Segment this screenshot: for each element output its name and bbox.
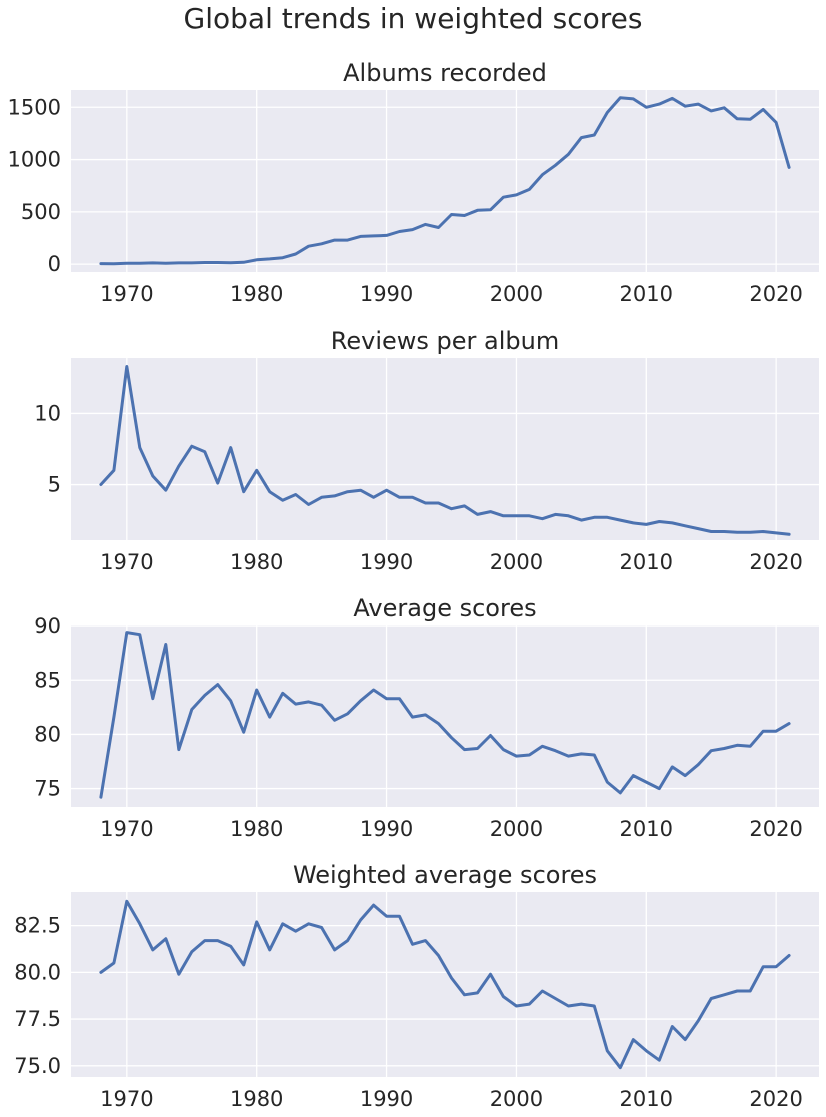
chart-panels: Albums recorded 1970 1980 1990 2000 2010 2020 0… (8, 59, 819, 1111)
y-tick-label: 1000 (8, 148, 61, 172)
chart-panel: Average scores 1970 1980 1990 2000 2010 2020 75… (34, 594, 819, 841)
x-tick-label: 1980 (230, 817, 283, 841)
panel-title: Weighted average scores (293, 861, 597, 889)
y-tick-label: 82.5 (14, 914, 61, 938)
x-tick-label: 1980 (230, 282, 283, 306)
series-line (99, 365, 791, 536)
x-tick-label: 1970 (100, 282, 153, 306)
x-tick-label: 2000 (490, 817, 543, 841)
plot-area (71, 625, 819, 807)
y-tick-label: 80.0 (14, 960, 61, 984)
y-tick-label: 75 (34, 777, 61, 801)
x-tick-label: 1980 (230, 1087, 283, 1111)
y-tick-label: 80 (34, 722, 61, 746)
panel-title: Albums recorded (343, 59, 547, 87)
chart-panel: Weighted average scores 1970 1980 1990 2000 2… (14, 861, 819, 1111)
plot-area (71, 90, 819, 272)
plot-area (71, 892, 819, 1077)
y-tick-label: 90 (34, 614, 61, 638)
series-line (99, 631, 791, 799)
chart-panel: Albums recorded 1970 1980 1990 2000 2010 2020 0… (8, 59, 819, 306)
y-tick-label: 500 (21, 200, 61, 224)
x-tick-label: 2010 (620, 550, 673, 574)
x-tick-label: 2010 (620, 282, 673, 306)
y-tick-label: 1500 (8, 95, 61, 119)
series-line (99, 899, 791, 1070)
y-tick-label: 75.0 (14, 1054, 61, 1078)
panel-title: Average scores (353, 594, 536, 622)
y-tick-label: 85 (34, 668, 61, 692)
x-tick-label: 1970 (100, 817, 153, 841)
x-tick-label: 2010 (620, 1087, 673, 1111)
x-tick-label: 2020 (749, 282, 802, 306)
x-tick-label: 1990 (360, 1087, 413, 1111)
y-tick-label: 5 (48, 473, 61, 497)
figure-title: Global trends in weighted scores (184, 2, 643, 35)
chart-panel: Reviews per album 1970 1980 1990 2000 2010 202… (34, 327, 819, 574)
x-tick-label: 1980 (230, 550, 283, 574)
panel-title: Reviews per album (331, 327, 559, 355)
x-tick-label: 2020 (749, 817, 802, 841)
x-tick-label: 2000 (490, 550, 543, 574)
plot-area (71, 358, 819, 540)
x-tick-label: 2000 (490, 1087, 543, 1111)
x-tick-label: 2010 (620, 817, 673, 841)
series-line (99, 96, 791, 266)
x-tick-label: 1990 (360, 282, 413, 306)
x-tick-label: 2020 (749, 1087, 802, 1111)
y-tick-label: 0 (48, 252, 61, 276)
x-tick-label: 2000 (490, 282, 543, 306)
x-tick-label: 1990 (360, 550, 413, 574)
y-tick-label: 77.5 (14, 1007, 61, 1031)
x-tick-label: 1990 (360, 817, 413, 841)
x-tick-label: 1970 (100, 550, 153, 574)
x-tick-label: 1970 (100, 1087, 153, 1111)
x-tick-label: 2020 (749, 550, 802, 574)
y-tick-label: 10 (34, 401, 61, 425)
